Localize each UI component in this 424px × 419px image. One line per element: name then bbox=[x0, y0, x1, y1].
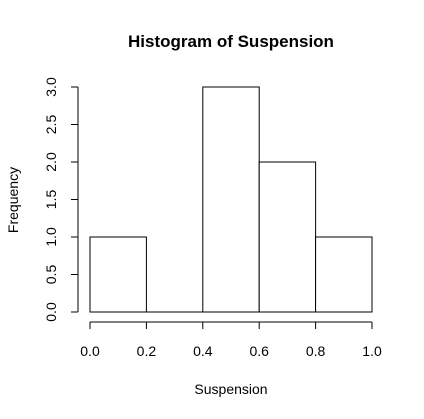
x-axis: 0.0 0.2 0.4 0.6 0.8 1.0 bbox=[80, 321, 382, 359]
x-axis-label: Suspension bbox=[194, 381, 267, 397]
histogram-bar bbox=[202, 86, 260, 313]
x-tick-label: 0.6 bbox=[249, 343, 269, 359]
y-tick-label: 1.0 bbox=[43, 227, 59, 247]
y-tick-label: 2.0 bbox=[43, 152, 59, 172]
x-tick-label: 0.4 bbox=[193, 343, 213, 359]
bars-group bbox=[89, 86, 373, 313]
histogram-bar bbox=[258, 161, 317, 313]
y-tick-label: 2.5 bbox=[43, 115, 59, 135]
x-tick-label: 0.0 bbox=[80, 343, 100, 359]
y-axis-label: Frequency bbox=[5, 167, 21, 233]
chart-title: Histogram of Suspension bbox=[128, 32, 334, 51]
x-tick-label: 0.8 bbox=[306, 343, 326, 359]
y-tick-label: 1.5 bbox=[43, 190, 59, 210]
y-axis: 0.0 0.5 1.0 1.5 2.0 2.5 3.0 bbox=[43, 77, 79, 322]
x-tick-label: 0.2 bbox=[137, 343, 157, 359]
y-tick-label: 3.0 bbox=[43, 77, 59, 97]
y-tick-label: 0.0 bbox=[43, 302, 59, 322]
y-tick-label: 0.5 bbox=[43, 265, 59, 285]
x-tick-label: 1.0 bbox=[362, 343, 382, 359]
histogram-bar bbox=[315, 236, 373, 313]
histogram-bar bbox=[89, 236, 147, 313]
